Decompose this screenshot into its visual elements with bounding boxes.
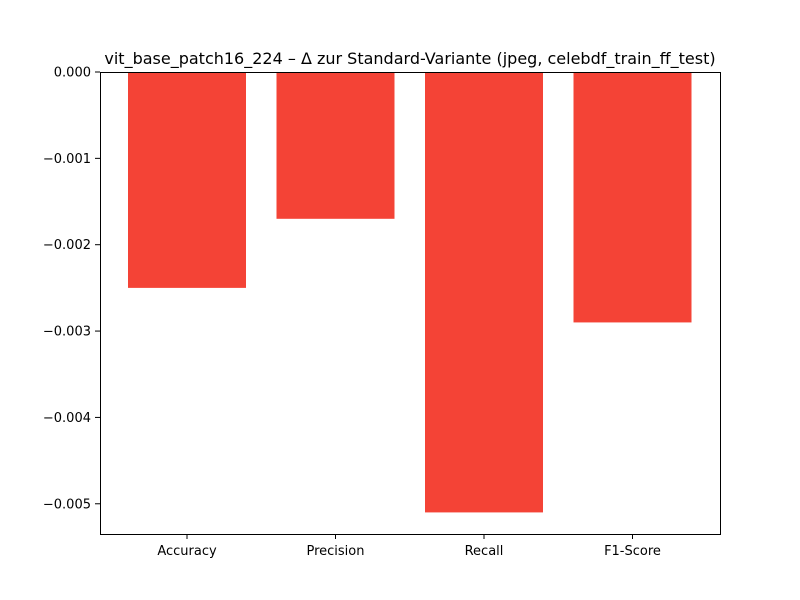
x-tick-label: Accuracy	[157, 544, 217, 559]
plot-frame	[100, 72, 721, 535]
chart-title: vit_base_patch16_224 – Δ zur Standard-Va…	[104, 49, 715, 69]
y-tick-label: −0.004	[43, 411, 91, 426]
bar-recall	[425, 72, 543, 513]
bars-layer	[128, 72, 692, 513]
bar-f1-score	[573, 72, 692, 323]
y-tick-label: −0.005	[43, 497, 91, 512]
y-axis: 0.000 −0.001 −0.002 −0.003 −0.004 −0.005	[43, 66, 100, 512]
x-tick-label: Precision	[306, 544, 364, 559]
y-tick-label: 0.000	[54, 66, 91, 81]
x-axis: Accuracy Precision Recall F1-Score	[157, 534, 661, 559]
bar-precision	[276, 72, 395, 219]
y-tick-label: −0.001	[43, 152, 91, 167]
y-tick-label: −0.002	[43, 238, 91, 253]
y-tick-label: −0.003	[43, 325, 91, 340]
bar-accuracy	[128, 72, 246, 288]
x-tick-label: Recall	[465, 544, 504, 559]
x-tick-label: F1-Score	[604, 544, 661, 559]
